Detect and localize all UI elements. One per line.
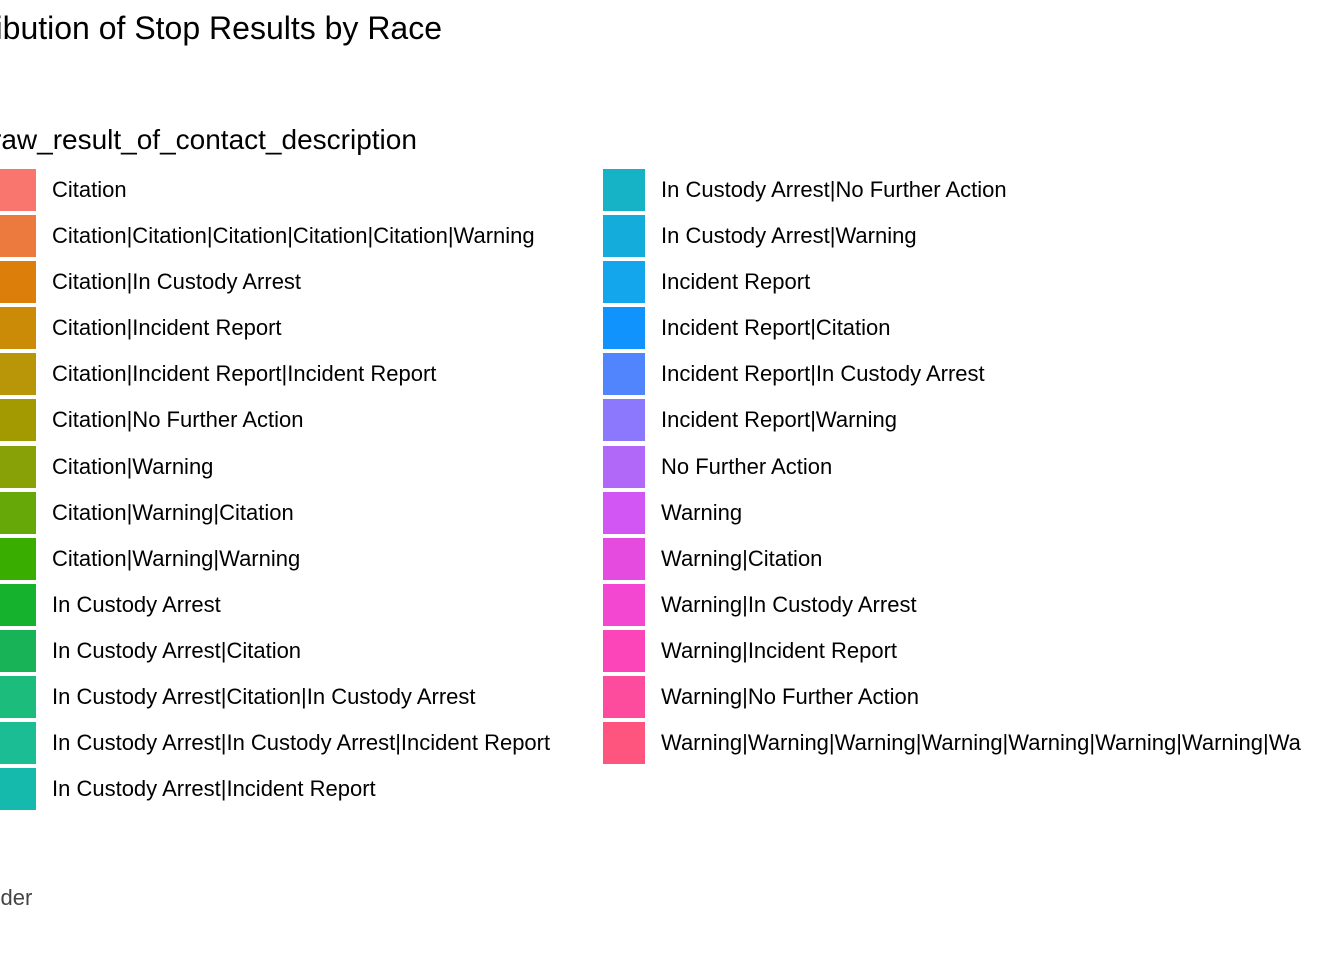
legend-key-swatch [0, 629, 36, 672]
legend-key-swatch [0, 215, 36, 258]
legend-label: Incident Report [661, 269, 811, 295]
legend-key-swatch [0, 722, 36, 765]
chart-title: tribution of Stop Results by Race [0, 10, 443, 46]
legend-label: Warning|Incident Report [661, 637, 898, 663]
legend-label: No Further Action [661, 453, 833, 479]
legend-label: Citation|Warning|Warning [52, 545, 301, 571]
legend-label: Citation|Warning [52, 453, 214, 479]
legend-key-swatch [603, 307, 645, 350]
legend-label: Citation [52, 177, 127, 202]
legend-label: Warning [661, 499, 743, 525]
legend-key-swatch [0, 353, 36, 396]
legend-key-swatch [603, 676, 645, 719]
legend-key-swatch [0, 537, 36, 580]
legend-label: Incident Report|Citation [661, 315, 891, 341]
legend-key-swatch [0, 676, 36, 719]
legend-key-swatch [603, 399, 645, 442]
legend-label: Citation|In Custody Arrest [52, 269, 302, 295]
legend-key-swatch [603, 722, 645, 765]
legend-label: Warning|Citation [661, 545, 823, 571]
legend-label: In Custody Arrest|Citation [52, 637, 302, 663]
legend-label: Citation|Incident Report|Incident Report [52, 361, 437, 387]
legend-label: In Custody Arrest|Warning [661, 223, 917, 249]
legend-label: In Custody Arrest|In Custody Arrest|Inci… [52, 730, 551, 756]
chart-caption: ander [0, 885, 33, 910]
legend-label: Incident Report|Warning [661, 407, 898, 433]
legend-key-swatch [603, 169, 645, 211]
legend-key-swatch [603, 491, 645, 534]
legend-key-swatch [0, 261, 36, 304]
legend-label: Warning|Warning|Warning|Warning|Warning|… [661, 730, 1301, 756]
legend-label: Citation|Warning|Citation [52, 499, 294, 525]
legend-label: In Custody Arrest|Citation|In Custody Ar… [52, 684, 476, 710]
legend-key-swatch [0, 583, 36, 626]
legend-key-swatch [0, 768, 36, 811]
legend-key-swatch [603, 537, 645, 580]
legend-label: In Custody Arrest|No Further Action [661, 177, 1007, 202]
legend-label: Warning|In Custody Arrest [661, 591, 917, 617]
legend-label: Incident Report|In Custody Arrest [661, 361, 985, 387]
legend-key-swatch [0, 169, 36, 211]
legend-key-swatch [603, 445, 645, 488]
legend-title: raw_result_of_contact_description [0, 124, 417, 155]
legend-key-swatch [603, 583, 645, 626]
legend-label: In Custody Arrest [52, 591, 221, 617]
legend-label: Citation|Incident Report [52, 315, 282, 341]
legend-key-swatch [603, 353, 645, 396]
legend-key-swatch [0, 491, 36, 534]
legend-label: Warning|No Further Action [661, 684, 920, 710]
legend-key-swatch [603, 215, 645, 258]
legend-key-swatch [0, 399, 36, 442]
legend-key-swatch [0, 445, 36, 488]
legend-label: In Custody Arrest|Incident Report [52, 776, 376, 802]
legend-label: Citation|No Further Action [52, 407, 304, 433]
legend-key-swatch [603, 261, 645, 304]
legend-label: Citation|Citation|Citation|Citation|Cita… [52, 223, 535, 249]
legend-key-swatch [0, 307, 36, 350]
legend-key-swatch [603, 629, 645, 672]
